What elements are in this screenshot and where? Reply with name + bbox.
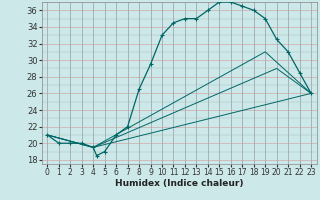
X-axis label: Humidex (Indice chaleur): Humidex (Indice chaleur)	[115, 179, 244, 188]
